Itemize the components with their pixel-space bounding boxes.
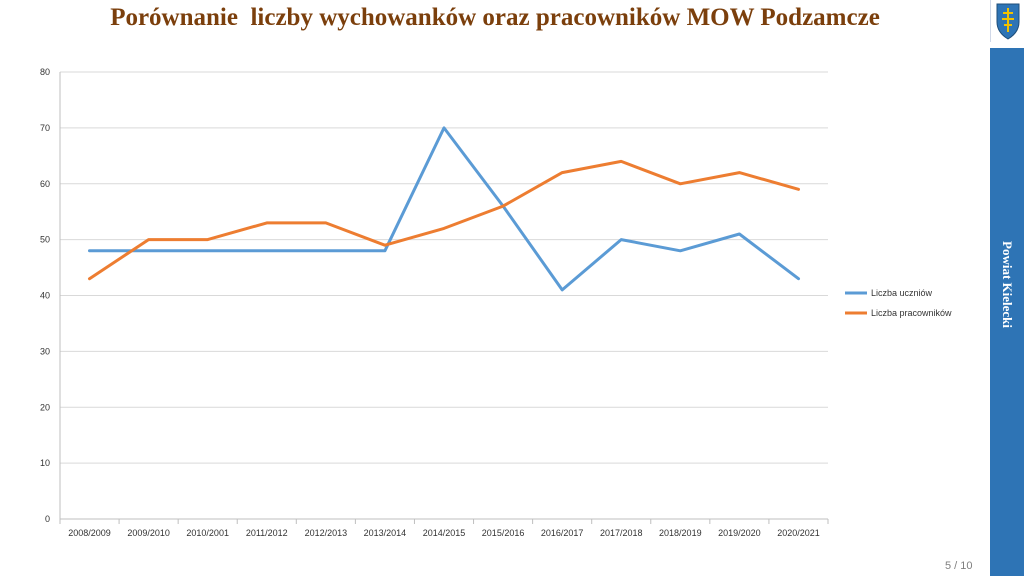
x-tick-label: 2017/2018 — [600, 528, 643, 538]
data-point — [679, 249, 682, 252]
data-point — [265, 221, 268, 225]
x-tick-label: 2010/2001 — [186, 528, 229, 538]
y-tick-label: 60 — [40, 179, 50, 189]
y-tick-label: 0 — [45, 514, 50, 524]
data-point — [265, 249, 268, 252]
data-point — [442, 227, 446, 230]
x-tick-label: 2008/2009 — [68, 528, 111, 538]
data-point — [560, 171, 564, 174]
x-tick-label: 2020/2021 — [777, 528, 820, 538]
data-point — [206, 249, 209, 252]
slide-title: Porównanie liczby wychowanków oraz praco… — [110, 4, 880, 31]
x-tick-label: 2016/2017 — [541, 528, 584, 538]
series-line-1 — [88, 126, 800, 292]
x-tick-label: 2014/2015 — [423, 528, 466, 538]
data-point — [560, 288, 564, 292]
legend: Liczba uczniów Liczba pracowników — [845, 288, 952, 318]
data-point — [442, 126, 446, 130]
axes — [59, 72, 829, 524]
data-point — [679, 182, 682, 185]
data-point — [797, 277, 800, 280]
side-banner — [990, 48, 1024, 576]
data-point — [147, 249, 150, 252]
y-tick-label: 80 — [40, 67, 50, 77]
y-tick-labels: 0 10 20 30 40 50 60 70 80 — [40, 67, 50, 524]
y-tick-label: 10 — [40, 458, 50, 468]
data-point — [797, 188, 800, 191]
data-point — [738, 232, 741, 236]
data-point — [324, 221, 328, 225]
x-tick-label: 2018/2019 — [659, 528, 702, 538]
x-tick-label: 2011/2012 — [246, 528, 288, 538]
y-tick-label: 20 — [40, 402, 50, 412]
gridlines — [60, 71, 828, 464]
coat-of-arms-logo — [990, 0, 1024, 42]
data-point — [620, 160, 623, 163]
legend-label: Liczba uczniów — [871, 288, 933, 298]
y-tick-label: 40 — [40, 291, 50, 301]
x-tick-label: 2013/2014 — [364, 528, 407, 538]
data-point — [147, 238, 150, 241]
line-chart: 0 10 20 30 40 50 60 70 80 2008/2009 2009/2010 2010… — [40, 67, 952, 538]
series-lines — [88, 126, 800, 292]
data-point — [324, 249, 328, 252]
data-point — [383, 244, 387, 247]
data-point — [620, 238, 623, 241]
side-label-wrap: Powiat Kielecki — [990, 230, 1024, 340]
sidebar: Powiat Kielecki — [990, 0, 1024, 576]
x-tick-label: 2015/2016 — [482, 528, 525, 538]
data-point — [501, 204, 505, 208]
x-tick-label: 2019/2020 — [718, 528, 761, 538]
data-point — [88, 249, 91, 252]
data-point — [738, 171, 741, 174]
coat-of-arms-icon — [996, 3, 1020, 40]
data-point — [206, 238, 209, 241]
page-number: 5 / 10 — [945, 560, 973, 572]
legend-label: Liczba pracowników — [871, 308, 952, 318]
x-tick-label: 2012/2013 — [305, 528, 348, 538]
x-tick-labels: 2008/2009 2009/2010 2010/2001 2011/2012 2012… — [68, 528, 819, 538]
data-point — [88, 277, 91, 280]
x-tick-label: 2009/2010 — [127, 528, 170, 538]
y-tick-label: 30 — [40, 346, 50, 356]
y-tick-label: 50 — [40, 235, 50, 245]
data-point — [383, 249, 387, 252]
series-line-2 — [88, 159, 800, 281]
side-label: Powiat Kielecki — [1000, 241, 1015, 329]
y-tick-label: 70 — [40, 123, 50, 133]
